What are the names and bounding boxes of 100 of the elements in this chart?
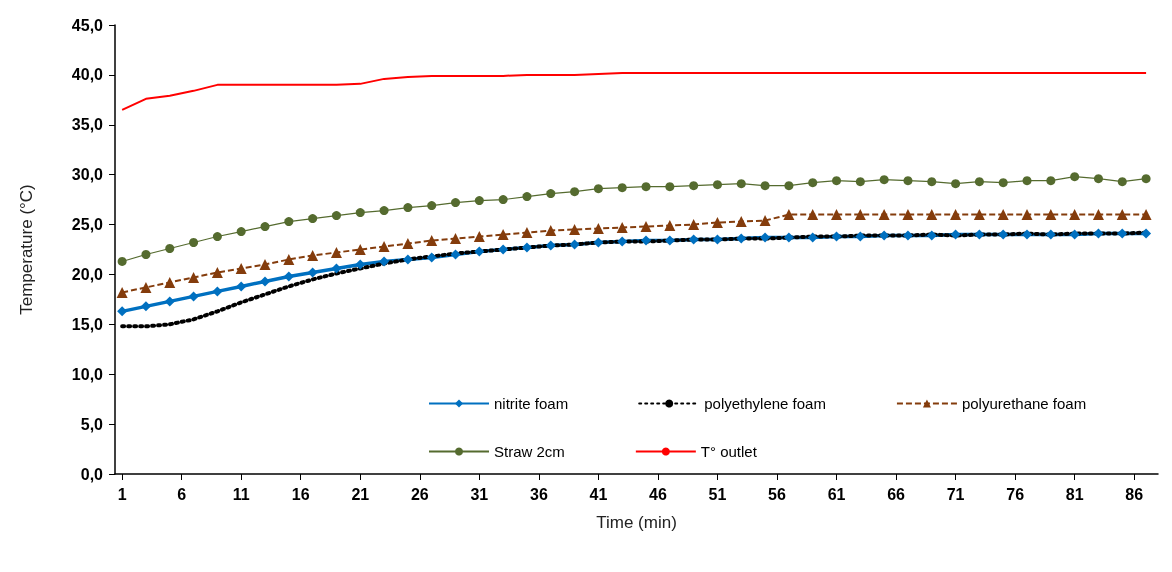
point [427,201,437,211]
point [188,271,200,283]
point [951,179,961,189]
x-tick-label: 26 [410,485,429,503]
point [878,209,890,221]
x-tick-label: 41 [589,485,608,503]
point [545,225,557,237]
point [569,224,581,236]
point [974,177,984,187]
point [712,180,722,190]
point [426,252,437,263]
point [1092,209,1104,221]
point [521,227,533,239]
point [165,244,175,253]
point [1021,209,1033,221]
point [211,266,223,278]
point [759,215,771,227]
point [879,230,890,241]
point [950,209,962,221]
x-tick-label: 31 [470,485,489,503]
point [450,249,461,260]
point [260,222,270,232]
line-series [121,71,1148,111]
point [640,221,652,233]
point [212,286,223,297]
point [473,231,485,243]
point [522,192,532,202]
point [617,236,628,247]
legend-label: polyurethane foam [961,395,1087,412]
point [378,241,390,253]
point [426,235,438,247]
point [807,232,818,243]
x-tick-label: 71 [946,485,965,503]
point [212,232,222,242]
point [284,217,294,227]
y-tick-label: 5,0 [80,415,104,433]
point [973,209,985,221]
point [308,214,318,224]
point [997,209,1009,221]
point [735,216,747,228]
x-tick-label: 21 [351,485,370,503]
point [854,209,866,221]
point [570,187,580,197]
y-tick-label: 10,0 [71,365,104,383]
point [379,206,389,216]
point [117,256,127,266]
point [926,209,938,221]
point [807,209,819,221]
point [497,229,509,241]
point [736,233,747,244]
point [188,291,199,302]
point [1117,228,1128,239]
point [307,267,318,278]
point [1022,176,1032,186]
point [593,237,604,248]
y-tick-label: 15,0 [71,315,104,333]
y-tick-label: 45,0 [71,16,104,34]
point [354,244,366,255]
point [546,189,556,199]
point [450,233,462,245]
point [855,177,865,187]
y-tick-label: 0,0 [80,465,104,483]
legend-label: nitrite foam [494,395,569,412]
point [689,181,699,191]
point [402,238,414,250]
point [236,227,246,237]
x-tick-label: 61 [827,485,846,503]
point [902,209,914,221]
point [736,179,746,189]
point [1117,177,1127,187]
point [116,286,128,298]
point [331,211,341,221]
point [879,175,889,185]
x-tick-label: 86 [1125,485,1144,503]
point [283,253,295,265]
point [355,259,366,270]
point [974,229,985,240]
point [259,258,271,270]
x-tick-label: 81 [1065,485,1084,503]
point [1045,229,1056,240]
x-tick-label: 36 [529,485,548,503]
point [140,281,152,293]
point [355,208,365,218]
point [1140,209,1152,221]
point [164,276,176,288]
point [998,178,1008,188]
point [712,234,723,245]
point [260,276,271,287]
point [784,181,794,191]
legend-label: Straw 2cm [494,443,565,460]
point [831,231,842,242]
y-tick-label: 20,0 [71,265,104,283]
point [235,262,247,274]
x-tick-label: 6 [177,485,187,503]
point [1046,176,1056,186]
point [283,271,294,282]
point [760,232,771,243]
point [783,232,794,243]
point [808,178,818,188]
point [641,182,651,192]
